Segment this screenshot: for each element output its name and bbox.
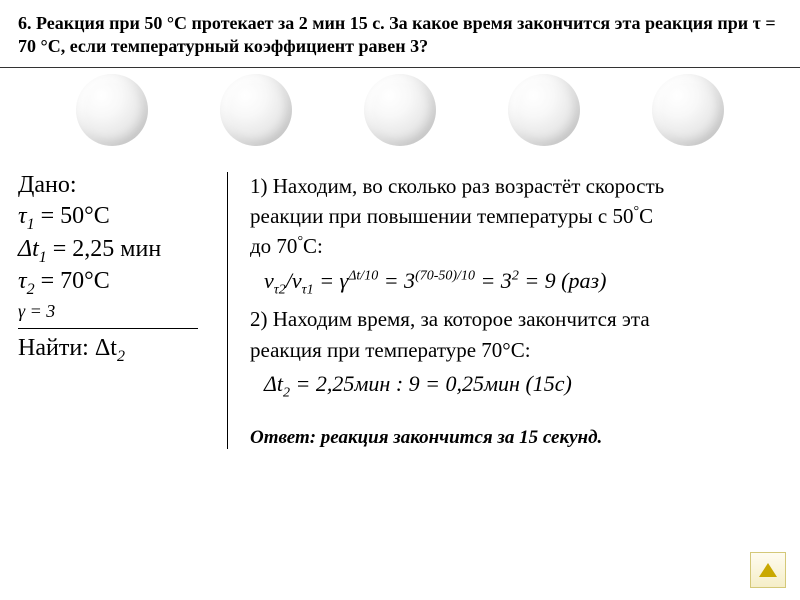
formula2: Δt2 = 2,25мин : 9 = 0,25мин (15с)	[264, 370, 782, 403]
nav-home-button[interactable]	[750, 552, 786, 588]
arrow-up-icon	[759, 563, 777, 577]
given-divider	[18, 328, 198, 329]
given-tau2: τ2 = 70°С	[18, 268, 209, 299]
given-gamma: γ = 3	[18, 301, 209, 322]
given-dt1: Δt1 = 2,25 мин	[18, 236, 209, 267]
formula1: vτ2/vτ1 = γΔt/10 = 3(70-50)/10 = 32 = 9 …	[264, 267, 782, 300]
circle-4	[508, 74, 580, 146]
step1-line2: реакции при повышении температуры с 50°С	[250, 202, 782, 230]
decorative-circles	[0, 66, 800, 154]
problem-header: 6. Реакция при 50 °С протекает за 2 мин …	[0, 0, 800, 68]
content-area: Дано: τ1 = 50°С Δt1 = 2,25 мин τ2 = 70°С…	[0, 154, 800, 449]
circle-5	[652, 74, 724, 146]
find-line: Найти: Δt2	[18, 335, 209, 366]
step1-line3: до 70°С:	[250, 232, 782, 260]
answer-text: Ответ: реакция закончится за 15 секунд.	[250, 427, 782, 449]
step1-line1: 1) Находим, во сколько раз возрастёт ско…	[250, 172, 782, 200]
step2-line2: реакция при температуре 70°С:	[250, 336, 782, 364]
step2-line1: 2) Находим время, за которое закончится …	[250, 305, 782, 333]
given-tau1: τ1 = 50°С	[18, 203, 209, 234]
problem-text: 6. Реакция при 50 °С протекает за 2 мин …	[18, 12, 782, 59]
solution-panel: 1) Находим, во сколько раз возрастёт ско…	[228, 172, 782, 449]
given-label: Дано:	[18, 172, 209, 199]
given-panel: Дано: τ1 = 50°С Δt1 = 2,25 мин τ2 = 70°С…	[18, 172, 228, 449]
circle-3	[364, 74, 436, 146]
circle-1	[76, 74, 148, 146]
circle-2	[220, 74, 292, 146]
